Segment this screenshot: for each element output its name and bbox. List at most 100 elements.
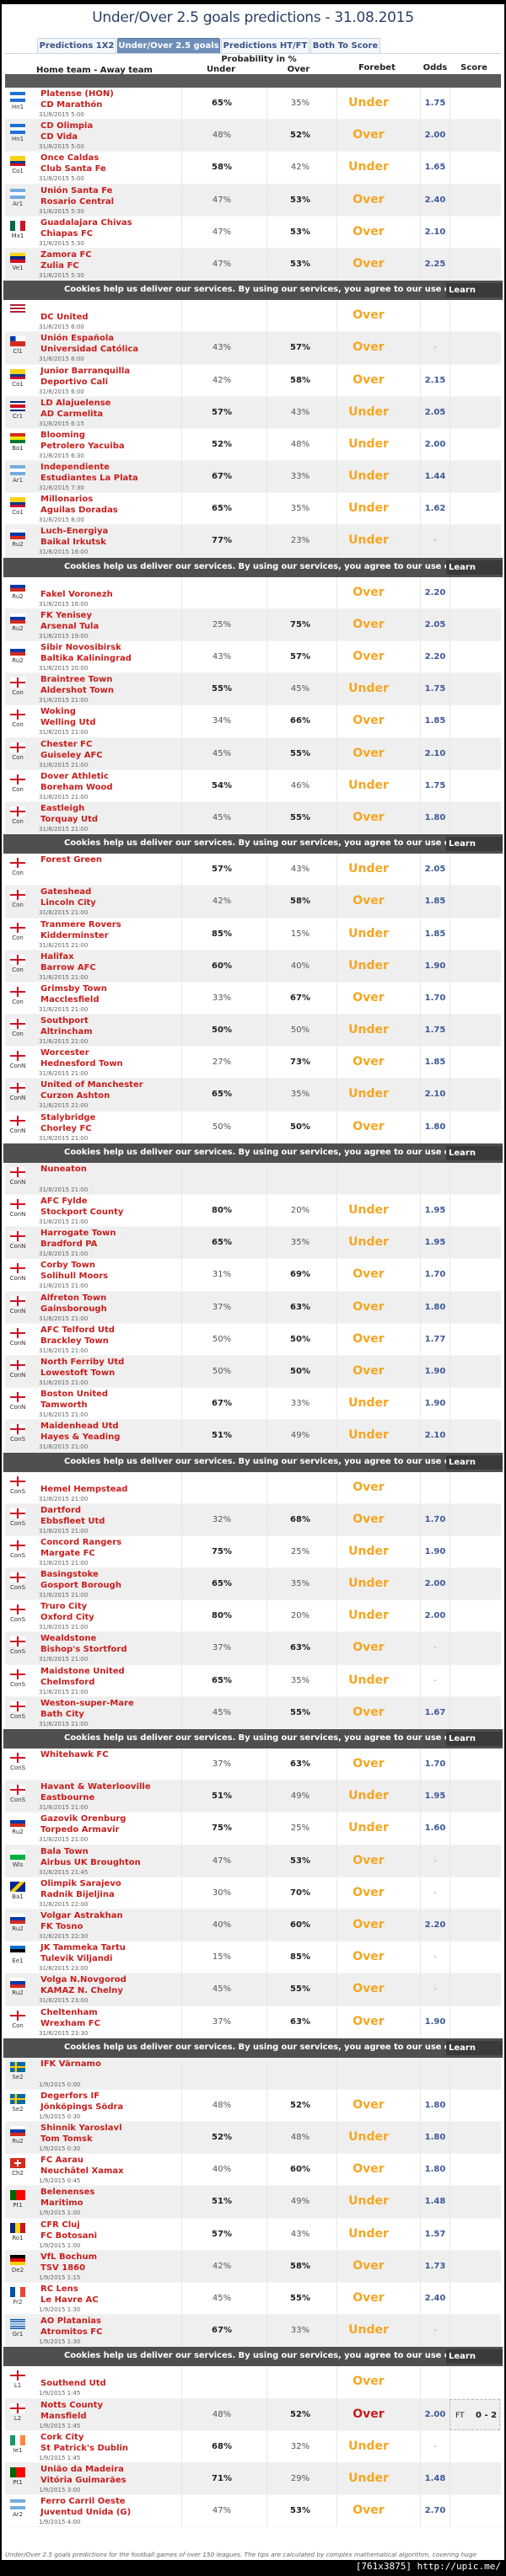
odds-value[interactable]: -	[433, 2326, 437, 2336]
away-team-link[interactable]: Club Santa Fe	[40, 164, 106, 174]
home-team-link[interactable]: Wealdstone	[40, 1634, 97, 1644]
home-team-link[interactable]: VfL Bochum	[40, 2252, 98, 2262]
away-team-link[interactable]: Tamworth	[40, 1400, 88, 1411]
odds-value[interactable]: 1.65	[424, 163, 446, 173]
away-team-link[interactable]: Deportivo Cali	[40, 377, 109, 387]
away-team-link[interactable]: Jönköpings Södra	[40, 2102, 124, 2112]
odds-value[interactable]: 1.80	[424, 2165, 446, 2175]
away-team-link[interactable]: Brackley Town	[40, 1336, 109, 1346]
home-team-link[interactable]: Luch-Energiya	[40, 527, 109, 537]
odds-value[interactable]: 1.95	[424, 1238, 446, 1248]
home-team-link[interactable]: Sibir Novosibirsk	[40, 643, 121, 652]
home-team-link[interactable]: Dover Athletic	[40, 771, 109, 781]
home-team-link[interactable]: Guadalajara Chivas	[40, 217, 132, 228]
away-team-link[interactable]: CD Vida	[40, 132, 78, 142]
odds-value[interactable]: -	[433, 1856, 437, 1866]
away-team-link[interactable]: Chelmsford	[40, 1677, 95, 1687]
odds-value[interactable]: 1.95	[424, 1791, 446, 1802]
odds-value[interactable]: 1.48	[424, 2473, 446, 2483]
odds-value[interactable]: 1.90	[424, 2016, 446, 2027]
home-team-link[interactable]: AFC Telford Utd	[40, 1325, 115, 1335]
odds-value[interactable]: 2.10	[424, 748, 446, 758]
home-team-link[interactable]: LD Alajuelense	[40, 398, 111, 408]
away-team-link[interactable]: Baikal Irkutsk	[40, 538, 106, 548]
home-team-link[interactable]: IFK Värnamo	[40, 2059, 101, 2069]
home-team-link[interactable]: Gateshead	[40, 887, 92, 897]
away-team-link[interactable]: Chorley FC	[40, 1123, 92, 1133]
away-team-link[interactable]: Hemel Hempstead	[40, 1484, 128, 1494]
home-team-link[interactable]: FK Yenisey	[40, 610, 92, 620]
away-team-link[interactable]: Barrow AFC	[40, 962, 96, 972]
away-team-link[interactable]: Aldershot Town	[40, 686, 114, 696]
odds-value[interactable]: 2.05	[424, 407, 446, 417]
away-team-link[interactable]: St Patrick's Dublin	[40, 2443, 129, 2453]
home-team-link[interactable]: Alfreton Town	[40, 1293, 107, 1303]
tab-predictions-1x2[interactable]: Predictions 1X2	[37, 38, 116, 53]
away-team-link[interactable]: Atromitos FC	[40, 2327, 103, 2338]
odds-value[interactable]: 2.00	[424, 2409, 446, 2419]
away-team-link[interactable]: Lincoln City	[40, 898, 96, 908]
home-team-link[interactable]: Blooming	[40, 430, 85, 440]
odds-value[interactable]: -	[433, 1643, 437, 1653]
odds-value[interactable]: 2.70	[424, 2506, 446, 2516]
tab-under-over[interactable]: Under/Over 2.5 goals	[117, 38, 220, 53]
learn-more-button[interactable]: Learn more	[446, 837, 503, 863]
away-team-link[interactable]: Radnik Bijeljina	[40, 1889, 115, 1899]
away-team-link[interactable]: AD Carmelita	[40, 409, 104, 419]
odds-value[interactable]: 1.80	[424, 2133, 446, 2143]
odds-value[interactable]: 1.90	[424, 961, 446, 971]
odds-value[interactable]: 2.25	[424, 259, 446, 269]
away-team-link[interactable]: Airbus UK Broughton	[40, 1857, 141, 1867]
home-team-link[interactable]: JK Tammeka Tartu	[40, 1943, 126, 1953]
odds-value[interactable]: 2.15	[424, 375, 446, 385]
home-team-link[interactable]: Cheltenham	[40, 2007, 98, 2017]
away-team-link[interactable]: Altrincham	[40, 1027, 93, 1037]
learn-more-button[interactable]: Learn more	[446, 2349, 503, 2375]
away-team-link[interactable]: Bradford PA	[40, 1240, 98, 1250]
home-team-link[interactable]: Harrogate Town	[40, 1229, 116, 1239]
home-team-link[interactable]: Dartford	[40, 1505, 82, 1515]
away-team-link[interactable]: Boreham Wood	[40, 782, 113, 792]
home-team-link[interactable]: Degerfors IF	[40, 2091, 100, 2101]
odds-value[interactable]: 1.80	[424, 1122, 446, 1132]
odds-value[interactable]: 2.05	[424, 619, 446, 629]
away-team-link[interactable]: Guiseley AFC	[40, 750, 103, 760]
home-team-link[interactable]: AO Platanias	[40, 2316, 102, 2327]
away-team-link[interactable]: Gainsborough	[40, 1304, 107, 1314]
odds-value[interactable]: 1.85	[424, 716, 446, 726]
odds-value[interactable]: -	[433, 1984, 437, 1995]
home-team-link[interactable]: Olimpik Sarajevo	[40, 1878, 121, 1888]
odds-value[interactable]: 1.70	[424, 1759, 446, 1769]
odds-value[interactable]: 1.80	[424, 2100, 446, 2110]
away-team-link[interactable]: KAMAZ N. Chelny	[40, 1986, 123, 1996]
odds-value[interactable]: 2.20	[424, 587, 446, 597]
odds-value[interactable]: 1.75	[424, 780, 446, 790]
away-team-link[interactable]: FC Botosani	[40, 2231, 98, 2241]
odds-value[interactable]: -	[433, 536, 437, 546]
home-team-link[interactable]: Nuneaton	[40, 1164, 87, 1174]
home-team-link[interactable]: Basingstoke	[40, 1570, 99, 1580]
odds-value[interactable]: 1.85	[424, 929, 446, 939]
away-team-link[interactable]: Maritimo	[40, 2198, 83, 2209]
away-team-link[interactable]: Ebbsfleet Utd	[40, 1516, 105, 1526]
away-team-link[interactable]: Hednesford Town	[40, 1059, 123, 1069]
away-team-link[interactable]: Solihull Moors	[40, 1272, 109, 1282]
odds-value[interactable]: 2.00	[424, 439, 446, 449]
odds-value[interactable]: 2.10	[424, 227, 446, 237]
home-team-link[interactable]: Unión Santa Fe	[40, 185, 113, 195]
odds-value[interactable]: -	[433, 343, 437, 353]
away-team-link[interactable]: DC United	[40, 313, 89, 323]
away-team-link[interactable]: Fakel Voronezh	[40, 589, 113, 599]
away-team-link[interactable]: Bishop's Stortford	[40, 1645, 127, 1655]
odds-value[interactable]: 2.00	[424, 131, 446, 141]
away-team-link[interactable]: Vitória Guimarães	[40, 2475, 126, 2485]
away-team-link[interactable]: Welling Utd	[40, 718, 96, 728]
home-team-link[interactable]: Independiente	[40, 463, 110, 473]
home-team-link[interactable]: Belenenses	[40, 2188, 95, 2198]
away-team-link[interactable]: Southend Utd	[40, 2379, 106, 2389]
odds-value[interactable]: -	[433, 2441, 437, 2451]
away-team-link[interactable]: Curzon Ashton	[40, 1091, 110, 1101]
away-team-link[interactable]: FK Tosno	[40, 1921, 83, 1931]
odds-value[interactable]: 2.05	[424, 865, 446, 875]
away-team-link[interactable]: Arsenal Tula	[40, 621, 100, 631]
